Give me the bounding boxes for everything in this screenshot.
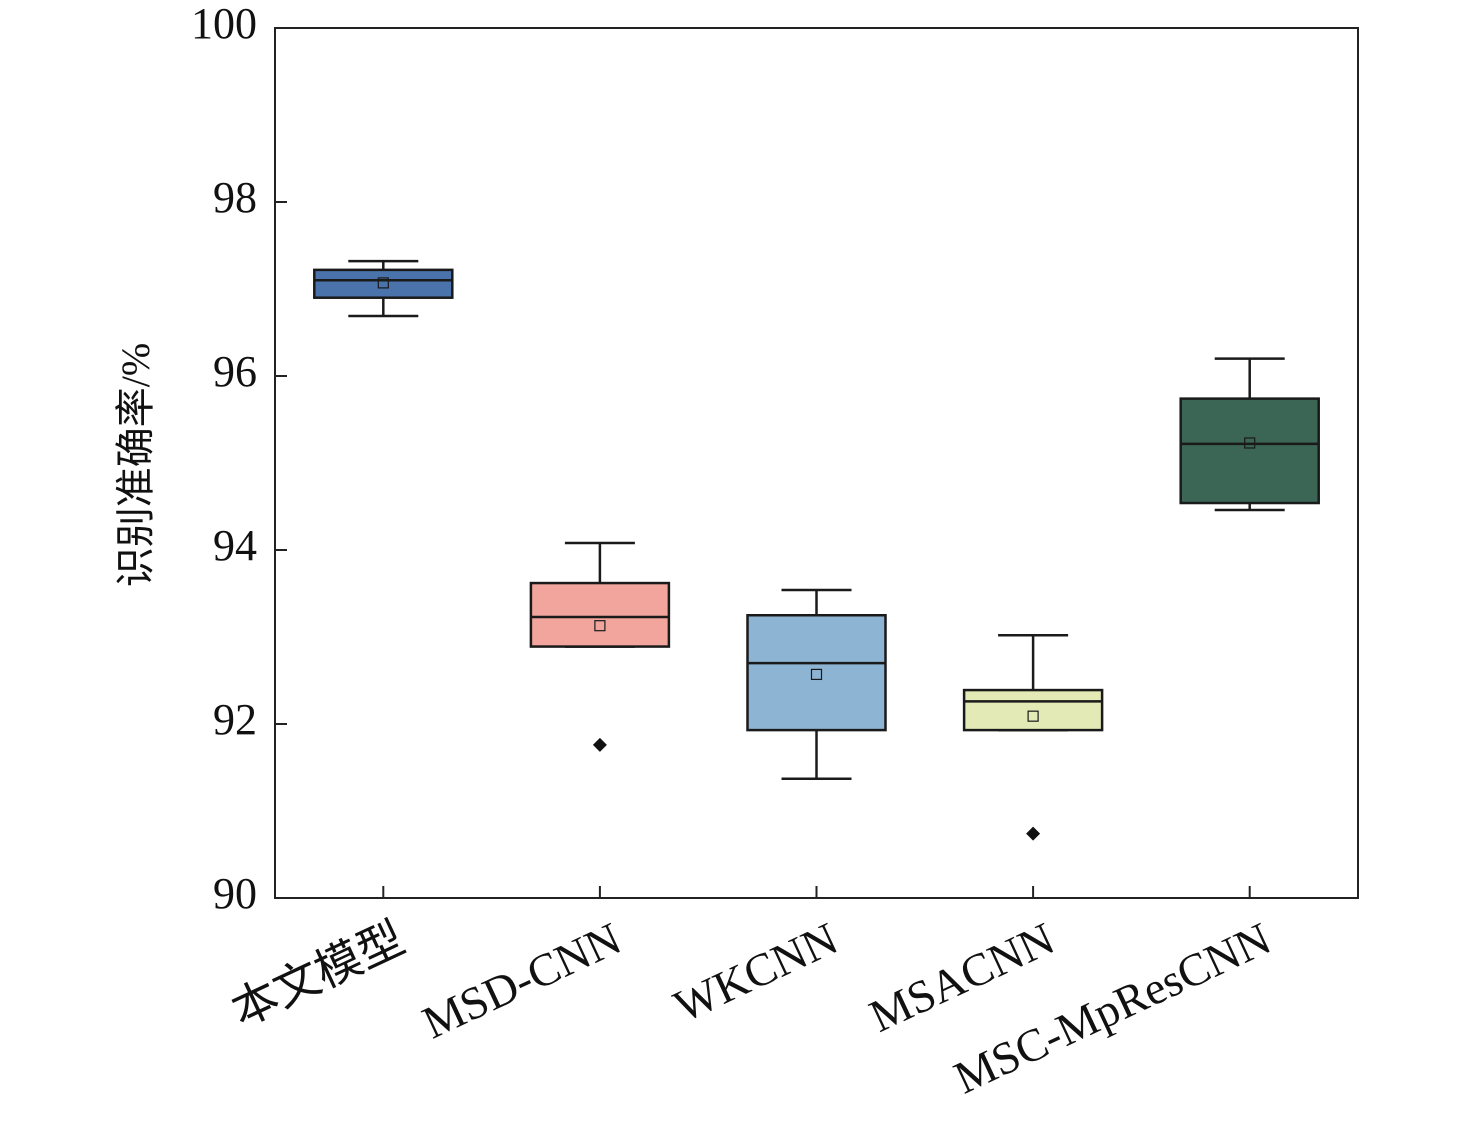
y-tick-label: 92 [213, 695, 257, 744]
y-tick-label: 98 [213, 173, 257, 222]
outlier [592, 737, 607, 752]
mean-marker [594, 620, 606, 632]
y-tick-label: 94 [213, 521, 257, 570]
y-axis-label: 识别准确率/% [113, 343, 158, 587]
x-tick-label: MSD-CNN [415, 912, 629, 1048]
mean-marker [377, 277, 389, 289]
x-tick-label: 本文模型 [224, 912, 412, 1036]
mean-marker [1027, 710, 1039, 722]
box [962, 688, 1104, 732]
y-tick-label: 100 [191, 0, 257, 48]
mean-marker [810, 668, 823, 681]
box [746, 614, 887, 732]
y-tick-label: 96 [213, 347, 257, 396]
y-tick-label: 90 [213, 869, 257, 918]
box [529, 581, 671, 648]
x-tick-label: WKCNN [666, 912, 845, 1032]
mean-marker [1244, 437, 1256, 449]
box [313, 268, 454, 299]
outlier [1026, 826, 1041, 841]
box [1179, 397, 1320, 505]
